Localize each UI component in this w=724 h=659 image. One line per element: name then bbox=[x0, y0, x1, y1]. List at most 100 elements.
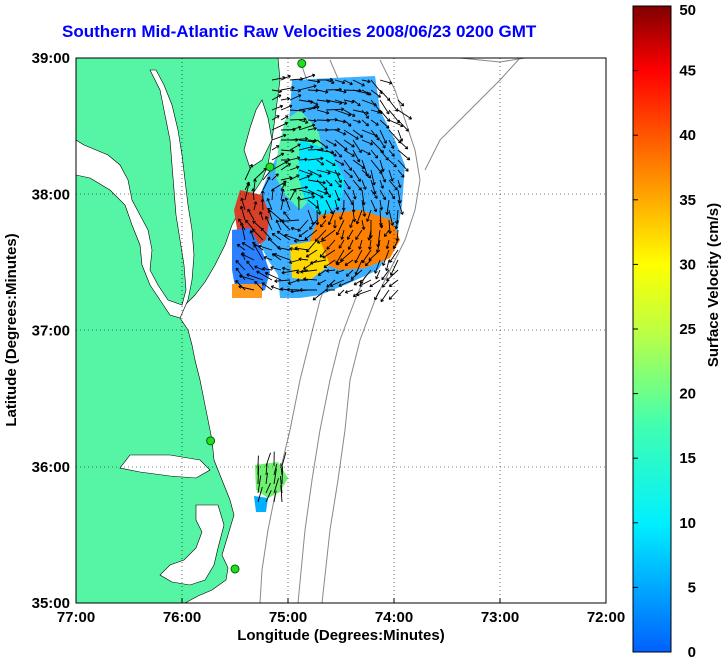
velocity-arrow bbox=[262, 266, 273, 271]
velocity-arrow bbox=[293, 239, 309, 243]
velocity-arrow bbox=[295, 269, 309, 274]
colorbar-tick-label: 20 bbox=[679, 386, 696, 403]
x-axis-label: Longitude (Degrees:Minutes) bbox=[237, 627, 445, 644]
velocity-arrow bbox=[298, 73, 316, 81]
velocity-arrow bbox=[246, 273, 264, 281]
velocity-arrow bbox=[352, 109, 369, 115]
velocity-arrow bbox=[385, 239, 390, 250]
velocity-arrow bbox=[361, 219, 366, 230]
velocity-arrow bbox=[397, 129, 404, 142]
velocity-arrow bbox=[388, 289, 399, 300]
velocity-arrow bbox=[343, 109, 356, 117]
velocity-arrow bbox=[257, 486, 263, 503]
velocity-arrow bbox=[253, 178, 257, 191]
velocity-arrow bbox=[271, 133, 287, 141]
velocity-arrow bbox=[345, 269, 354, 277]
station-marker bbox=[206, 436, 216, 446]
velocity-arrow bbox=[389, 259, 399, 276]
velocity-arrow bbox=[288, 259, 300, 264]
velocity-arrow bbox=[379, 179, 385, 189]
velocity-arrow bbox=[381, 269, 390, 281]
velocity-arrow bbox=[321, 229, 336, 241]
y-tick-label: 36:00 bbox=[32, 459, 70, 476]
velocity-arrow bbox=[374, 289, 381, 301]
velocity-arrow bbox=[259, 211, 264, 221]
velocity-arrow bbox=[271, 173, 279, 181]
y-tick-label: 38:00 bbox=[32, 186, 70, 203]
velocity-arrow bbox=[355, 289, 372, 297]
velocity-arrow bbox=[280, 198, 285, 211]
velocity-arrow bbox=[368, 239, 372, 250]
x-tick-label: 72:00 bbox=[587, 609, 625, 626]
velocity-arrow bbox=[265, 472, 268, 485]
velocity-arrow bbox=[251, 188, 256, 201]
velocity-arrow bbox=[379, 129, 387, 144]
velocity-arrow bbox=[344, 289, 354, 294]
velocity-arrow bbox=[245, 219, 255, 231]
velocity-arrow bbox=[397, 159, 409, 172]
velocity-arrow bbox=[281, 452, 287, 467]
velocity-arrow bbox=[352, 189, 357, 200]
velocity-arrow bbox=[334, 199, 340, 211]
velocity-arrow bbox=[280, 115, 289, 121]
pamlico-sound bbox=[159, 504, 225, 586]
velocity-arrow bbox=[246, 260, 255, 271]
velocity-arrow bbox=[379, 219, 384, 229]
colorbar-tick-label: 45 bbox=[679, 63, 696, 80]
x-tick-label: 74:00 bbox=[375, 609, 413, 626]
velocity-arrow bbox=[367, 229, 372, 241]
velocity-arrow bbox=[271, 232, 282, 241]
velocity-arrow bbox=[280, 149, 295, 153]
velocity-arrow bbox=[389, 249, 399, 263]
velocity-arrow bbox=[370, 199, 378, 213]
velocity-arrow bbox=[370, 129, 380, 141]
velocity-arrow bbox=[294, 246, 309, 251]
velocity-arrow bbox=[343, 159, 353, 171]
velocity-arrow bbox=[346, 229, 354, 240]
velocity-arrow bbox=[329, 279, 345, 287]
colorbar bbox=[632, 5, 672, 653]
velocity-arrow bbox=[266, 197, 273, 211]
velocity-arrow bbox=[290, 226, 300, 231]
velocity-arrow bbox=[307, 138, 317, 143]
colorbar-ticks: 0 5 10 15 20 25 30 35 40 45 50 bbox=[633, 2, 696, 659]
velocity-arrow bbox=[361, 119, 370, 127]
velocity-arrow bbox=[379, 199, 384, 211]
velocity-arrow bbox=[257, 466, 260, 485]
velocity-arrow bbox=[397, 179, 402, 189]
velocity-arrow bbox=[379, 99, 390, 115]
velocity-arrow bbox=[334, 189, 341, 202]
colorbar-tick-label: 25 bbox=[679, 321, 696, 338]
velocity-arrow bbox=[350, 269, 363, 280]
velocity-arrow bbox=[298, 157, 308, 162]
velocity-arrow bbox=[289, 94, 302, 101]
velocity-arrow bbox=[307, 179, 326, 185]
velocity-arrow bbox=[271, 152, 285, 161]
velocity-arrow bbox=[312, 289, 327, 301]
velocity-arrow bbox=[298, 119, 309, 124]
velocity-arrow bbox=[254, 265, 264, 271]
y-tick-label: 35:00 bbox=[32, 595, 70, 612]
velocity-arrow bbox=[260, 227, 273, 241]
velocity-arrow bbox=[334, 109, 352, 117]
velocity-arrow bbox=[289, 125, 302, 131]
velocity-arrow bbox=[336, 219, 345, 236]
velocity-arrow bbox=[289, 109, 306, 113]
velocity-arrow bbox=[385, 259, 390, 272]
chesapeake-bay bbox=[76, 69, 195, 319]
velocity-arrow bbox=[335, 259, 345, 266]
velocity-arrow bbox=[352, 79, 365, 87]
velocity-arrow bbox=[370, 169, 376, 186]
velocity-arrow bbox=[307, 126, 317, 131]
velocity-arrow bbox=[334, 129, 347, 136]
colorbar-tick-label: 50 bbox=[679, 2, 696, 19]
velocity-arrow bbox=[257, 475, 262, 494]
velocity-arrow bbox=[343, 119, 352, 127]
velocity-arrow bbox=[271, 104, 284, 111]
velocity-arrow bbox=[334, 139, 348, 151]
velocity-arrow bbox=[307, 169, 322, 178]
velocity-arrow bbox=[280, 74, 291, 81]
velocity-arrow bbox=[316, 139, 329, 149]
velocity-field bbox=[232, 76, 405, 512]
